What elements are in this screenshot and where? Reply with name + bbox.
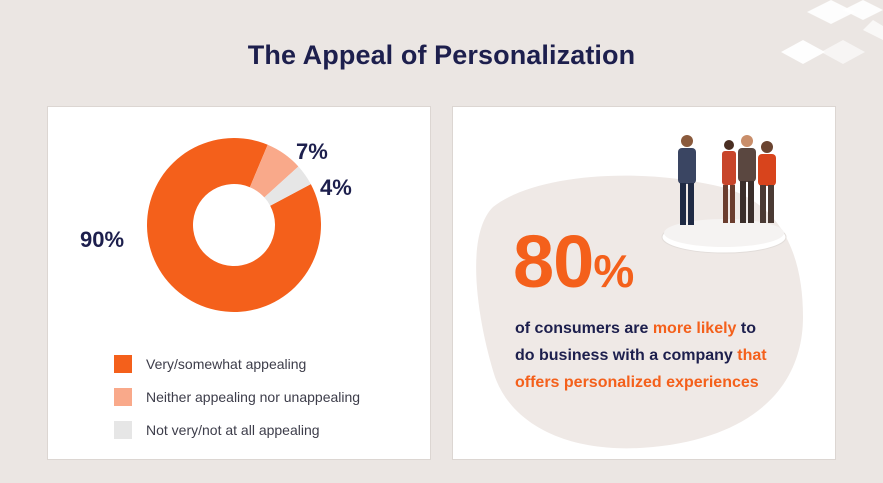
legend-label: Not very/not at all appealing xyxy=(146,421,320,438)
slice-not-appealing xyxy=(264,166,311,206)
chart-card: 90% 7% 4% Very/somewhat appealing Neithe… xyxy=(47,106,431,460)
page-title: The Appeal of Personalization xyxy=(247,40,636,70)
slice-neither xyxy=(249,144,299,198)
donut-chart xyxy=(146,137,321,312)
legend-item-neither: Neither appealing nor unappealing xyxy=(114,380,360,413)
stat-highlight: that xyxy=(737,347,767,364)
people-illustration xyxy=(661,135,787,254)
stat-text-part: do business with a company xyxy=(515,347,738,364)
slice-very-appealing xyxy=(146,137,321,312)
legend-swatch xyxy=(114,387,132,406)
legend-label: Very/somewhat appealing xyxy=(146,355,307,372)
stat-number-value: 80 xyxy=(513,220,594,303)
slice-label-neither: 7% xyxy=(296,139,328,164)
stat-highlight: more likely xyxy=(652,320,737,337)
stat-card: 80% of consumers are more likely to do b… xyxy=(452,106,836,460)
legend-swatch xyxy=(114,354,132,373)
slice-label-not-appealing: 4% xyxy=(320,175,352,200)
legend-item-very-appealing: Very/somewhat appealing xyxy=(114,347,360,380)
stat-description: of consumers are more likely to do busin… xyxy=(515,315,815,396)
stat-percent-sign: % xyxy=(593,245,635,297)
stat-text-part: of consumers are xyxy=(515,320,653,337)
legend-item-not-appealing: Not very/not at all appealing xyxy=(114,413,360,446)
slice-label-very-appealing: 90% xyxy=(80,227,125,252)
legend-swatch xyxy=(114,420,132,439)
chart-legend: Very/somewhat appealing Neither appealin… xyxy=(114,347,360,446)
decorative-diamonds xyxy=(781,0,883,64)
stat-highlight: offers personalized experiences xyxy=(515,374,759,391)
stat-text-part: to xyxy=(736,320,756,337)
legend-label: Neither appealing nor unappealing xyxy=(146,388,361,405)
stat-number: 80% xyxy=(513,225,634,299)
